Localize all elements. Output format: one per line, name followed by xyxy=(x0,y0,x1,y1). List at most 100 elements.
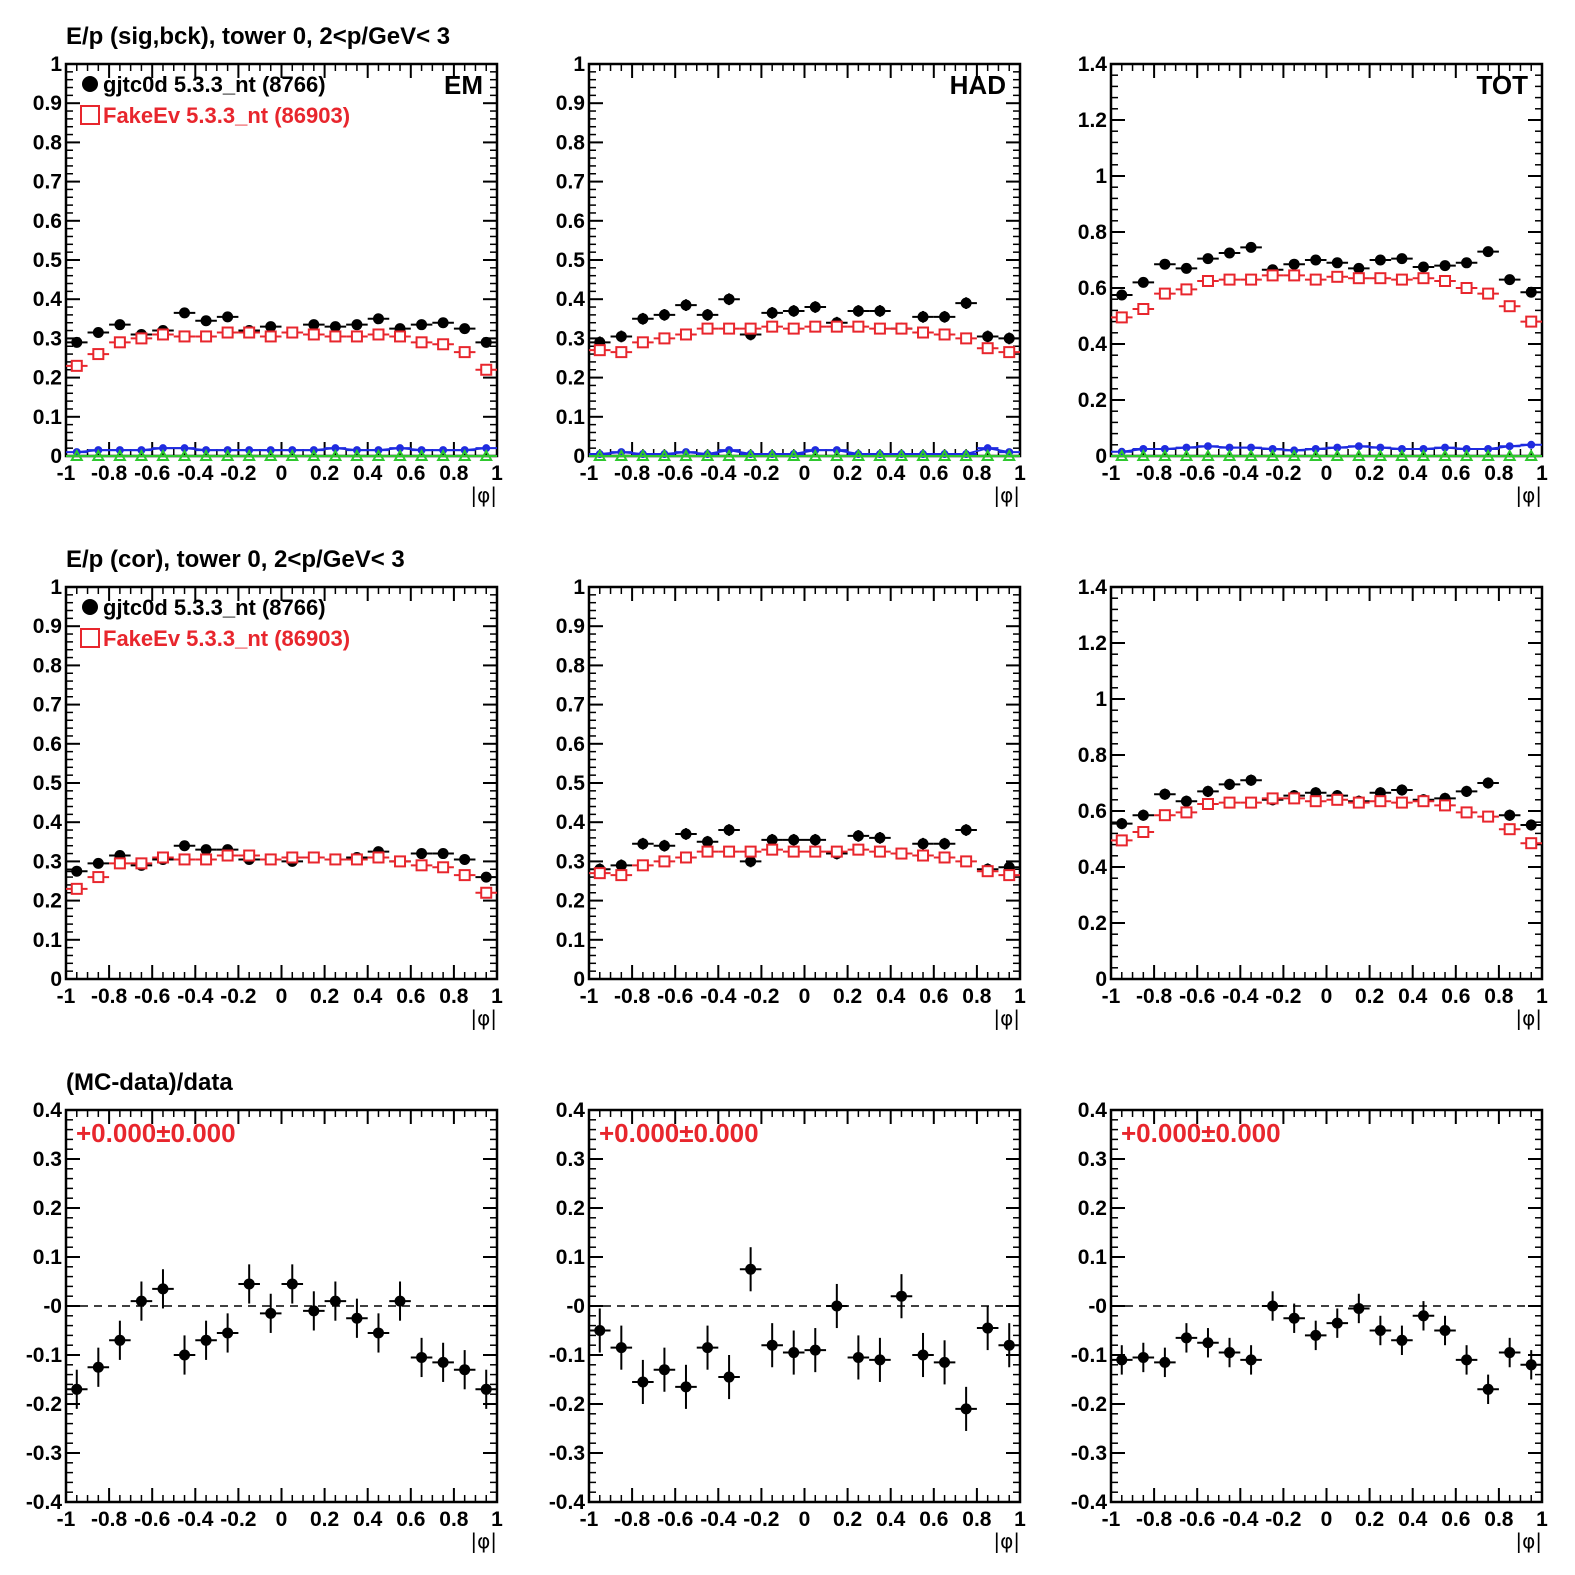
data-point-bck-mc xyxy=(1115,448,1129,461)
data-point-bck-mc xyxy=(479,448,493,461)
y-tick-label: 0.1 xyxy=(556,1246,586,1269)
data-point-bck-mc xyxy=(220,448,235,461)
data-point-data xyxy=(939,1356,951,1368)
x-tick-label: 0.8 xyxy=(1484,1508,1514,1531)
data-point-bck-mc xyxy=(873,448,887,461)
data-point-bck-mc xyxy=(1179,448,1194,461)
y-tick-label: 0.8 xyxy=(1078,221,1108,244)
data-point-data xyxy=(1525,286,1537,298)
data-point-data xyxy=(939,838,951,850)
data-point-bck-mc xyxy=(830,448,844,461)
data-point-data xyxy=(157,1283,169,1295)
data-point-bck-mc xyxy=(1002,448,1016,461)
x-tick-label: -0.2 xyxy=(743,985,779,1008)
data-point-data xyxy=(1159,258,1171,270)
data-point-data xyxy=(982,1322,994,1334)
data-point-mc xyxy=(415,859,428,872)
data-point-mc xyxy=(938,851,951,864)
x-tick-label: -0.8 xyxy=(91,985,128,1008)
x-tick-label: -0.8 xyxy=(614,1508,651,1531)
data-point-data xyxy=(308,319,320,331)
data-point-data xyxy=(265,321,277,333)
data-point-data xyxy=(809,301,821,313)
x-tick-label: 0.2 xyxy=(833,1508,862,1531)
data-point-mc xyxy=(92,348,105,361)
data-point-mc xyxy=(1503,823,1516,836)
x-tick-label: 0.8 xyxy=(1484,985,1514,1008)
data-point-data xyxy=(308,1305,320,1317)
y-tick-label: 0.8 xyxy=(1078,744,1108,767)
data-point-mc xyxy=(70,882,83,895)
data-point-data xyxy=(222,1327,234,1339)
data-point-data xyxy=(200,315,212,327)
x-tick-label: -0.6 xyxy=(1179,462,1215,485)
x-tick-label: 0.6 xyxy=(919,1508,948,1531)
x-tick-label: 0 xyxy=(799,462,811,485)
data-point-data xyxy=(1461,257,1473,269)
y-tick-label: 0.6 xyxy=(1078,800,1107,823)
data-point-mc xyxy=(1417,795,1430,808)
data-point-mc xyxy=(480,886,493,899)
data-point-data xyxy=(917,311,929,323)
data-point-bck-mc xyxy=(959,448,973,461)
x-tick-label: 0 xyxy=(1321,462,1333,485)
x-axis-ticks xyxy=(588,587,1021,979)
data-point-bck-mc xyxy=(593,448,607,461)
x-tick-label: 0 xyxy=(276,985,288,1008)
data-point-data xyxy=(1202,785,1214,797)
data-point-mc xyxy=(437,861,450,874)
data-point-data xyxy=(615,1342,627,1354)
data-point-data xyxy=(1159,788,1171,800)
y-tick-label: 0.6 xyxy=(556,733,585,756)
mean-ratio-annotation: +0.000±0.000 xyxy=(599,1118,759,1148)
data-point-mc xyxy=(156,328,169,341)
y-tick-label: 0 xyxy=(1095,445,1107,468)
y-tick-label: 1.2 xyxy=(1078,109,1107,132)
data-point-bck-mc xyxy=(1373,448,1388,461)
data-point-mc xyxy=(852,843,865,856)
x-tick-label: 1 xyxy=(1536,1508,1548,1531)
data-point-data xyxy=(71,1383,83,1395)
data-point-bck-mc xyxy=(242,448,256,461)
data-point-data xyxy=(1137,1351,1149,1363)
data-point-mc xyxy=(1180,806,1193,819)
data-point-mc xyxy=(458,346,471,359)
data-point-bck-mc xyxy=(113,448,127,461)
y-tick-label: 0.7 xyxy=(556,171,585,194)
data-point-data xyxy=(416,319,428,331)
data-point-data xyxy=(1116,1354,1128,1366)
x-tick-label: 1 xyxy=(1014,985,1026,1008)
data-point-data xyxy=(874,305,886,317)
data-point-bck-mc xyxy=(264,448,278,461)
data-point-bck-data xyxy=(1441,443,1450,452)
series-data xyxy=(66,840,497,883)
data-point-mc xyxy=(264,853,277,866)
x-axis-label: |φ| xyxy=(1515,483,1542,507)
data-point-data xyxy=(809,1344,821,1356)
data-point-bck-mc xyxy=(1201,448,1215,461)
y-tick-label: 1 xyxy=(573,576,585,599)
x-tick-label: 0.4 xyxy=(876,985,906,1008)
data-point-data xyxy=(788,1347,800,1359)
x-tick-label: -0.6 xyxy=(134,462,170,485)
data-point-data xyxy=(637,313,649,325)
data-point-mc xyxy=(1288,792,1301,805)
x-tick-label: -0.2 xyxy=(743,1508,779,1531)
data-point-data xyxy=(329,1295,341,1307)
data-point-data xyxy=(917,1349,929,1361)
data-point-bck-mc xyxy=(91,448,106,461)
chart-panel-r0-c0: -1 -0.8 -0.6 -0.4 -0.2 0 0.2 0.4 0.6 0.8 1 0 0.1 0.2 0… xyxy=(33,53,503,507)
x-tick-label: 0.8 xyxy=(962,462,992,485)
y-tick-label: -0.1 xyxy=(26,1344,63,1367)
data-point-data xyxy=(702,836,714,848)
x-tick-label: -0.2 xyxy=(220,462,256,485)
x-axis-ticks xyxy=(65,1110,498,1502)
data-point-data xyxy=(179,840,191,852)
data-point-mc xyxy=(917,849,930,862)
x-tick-label: -0.2 xyxy=(1265,985,1301,1008)
y-tick-label: 0.1 xyxy=(556,406,586,429)
y-tick-label: 0.6 xyxy=(33,733,62,756)
y-tick-label: 0.7 xyxy=(33,171,62,194)
data-point-bck-data xyxy=(1333,443,1342,452)
data-point-data xyxy=(1482,1383,1494,1395)
